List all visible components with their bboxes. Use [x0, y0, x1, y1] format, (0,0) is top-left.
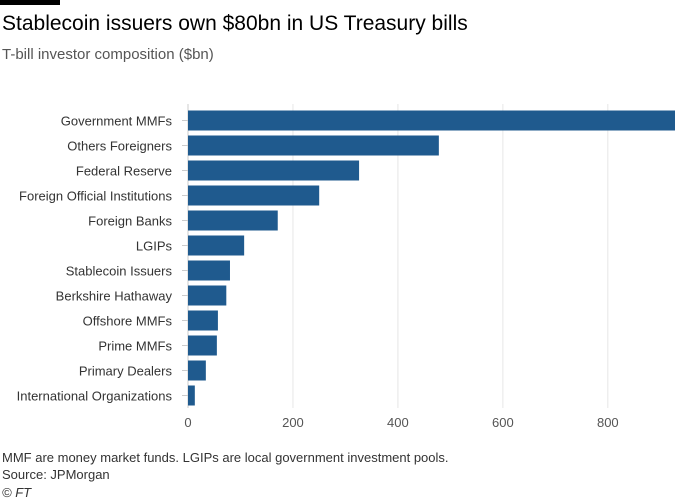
category-label: Federal Reserve — [76, 164, 172, 179]
x-tick-label: 800 — [597, 415, 619, 430]
bar-federal-reserve — [188, 160, 360, 181]
category-label: Primary Dealers — [79, 364, 173, 379]
bar-berkshire-hathaway — [188, 285, 227, 306]
x-tick-label: 400 — [387, 415, 409, 430]
category-label: Offshore MMFs — [83, 314, 173, 329]
category-label: Others Foreigners — [67, 139, 172, 154]
bar-lgips — [188, 235, 245, 256]
category-label: Government MMFs — [61, 114, 173, 129]
bar-others-foreigners — [188, 135, 439, 156]
footnote: MMF are money market funds. LGIPs are lo… — [2, 450, 449, 465]
category-label: Foreign Banks — [88, 214, 172, 229]
category-label: Berkshire Hathaway — [56, 289, 173, 304]
bar-international-organizations — [188, 385, 195, 406]
x-tick-label: 200 — [282, 415, 304, 430]
x-tick-label: 0 — [184, 415, 191, 430]
category-label: International Organizations — [17, 389, 173, 404]
category-label: LGIPs — [136, 239, 173, 254]
bar-primary-dealers — [188, 360, 206, 381]
ft-accent-bar — [0, 0, 60, 5]
bar-foreign-official-institutions — [188, 185, 320, 206]
bar-foreign-banks — [188, 210, 278, 231]
bar-government-mmfs — [188, 110, 675, 131]
category-label: Foreign Official Institutions — [19, 189, 172, 204]
category-label: Stablecoin Issuers — [66, 264, 173, 279]
chart-subtitle: T-bill investor composition ($bn) — [2, 46, 214, 63]
chart-title: Stablecoin issuers own $80bn in US Treas… — [2, 12, 468, 35]
category-label: Prime MMFs — [98, 339, 172, 354]
x-tick-label: 600 — [492, 415, 514, 430]
copyright: © FT — [2, 485, 32, 500]
bar-stablecoin-issuers — [188, 260, 230, 281]
source: Source: JPMorgan — [2, 467, 110, 482]
bar-offshore-mmfs — [188, 310, 218, 331]
bar-prime-mmfs — [188, 335, 217, 356]
